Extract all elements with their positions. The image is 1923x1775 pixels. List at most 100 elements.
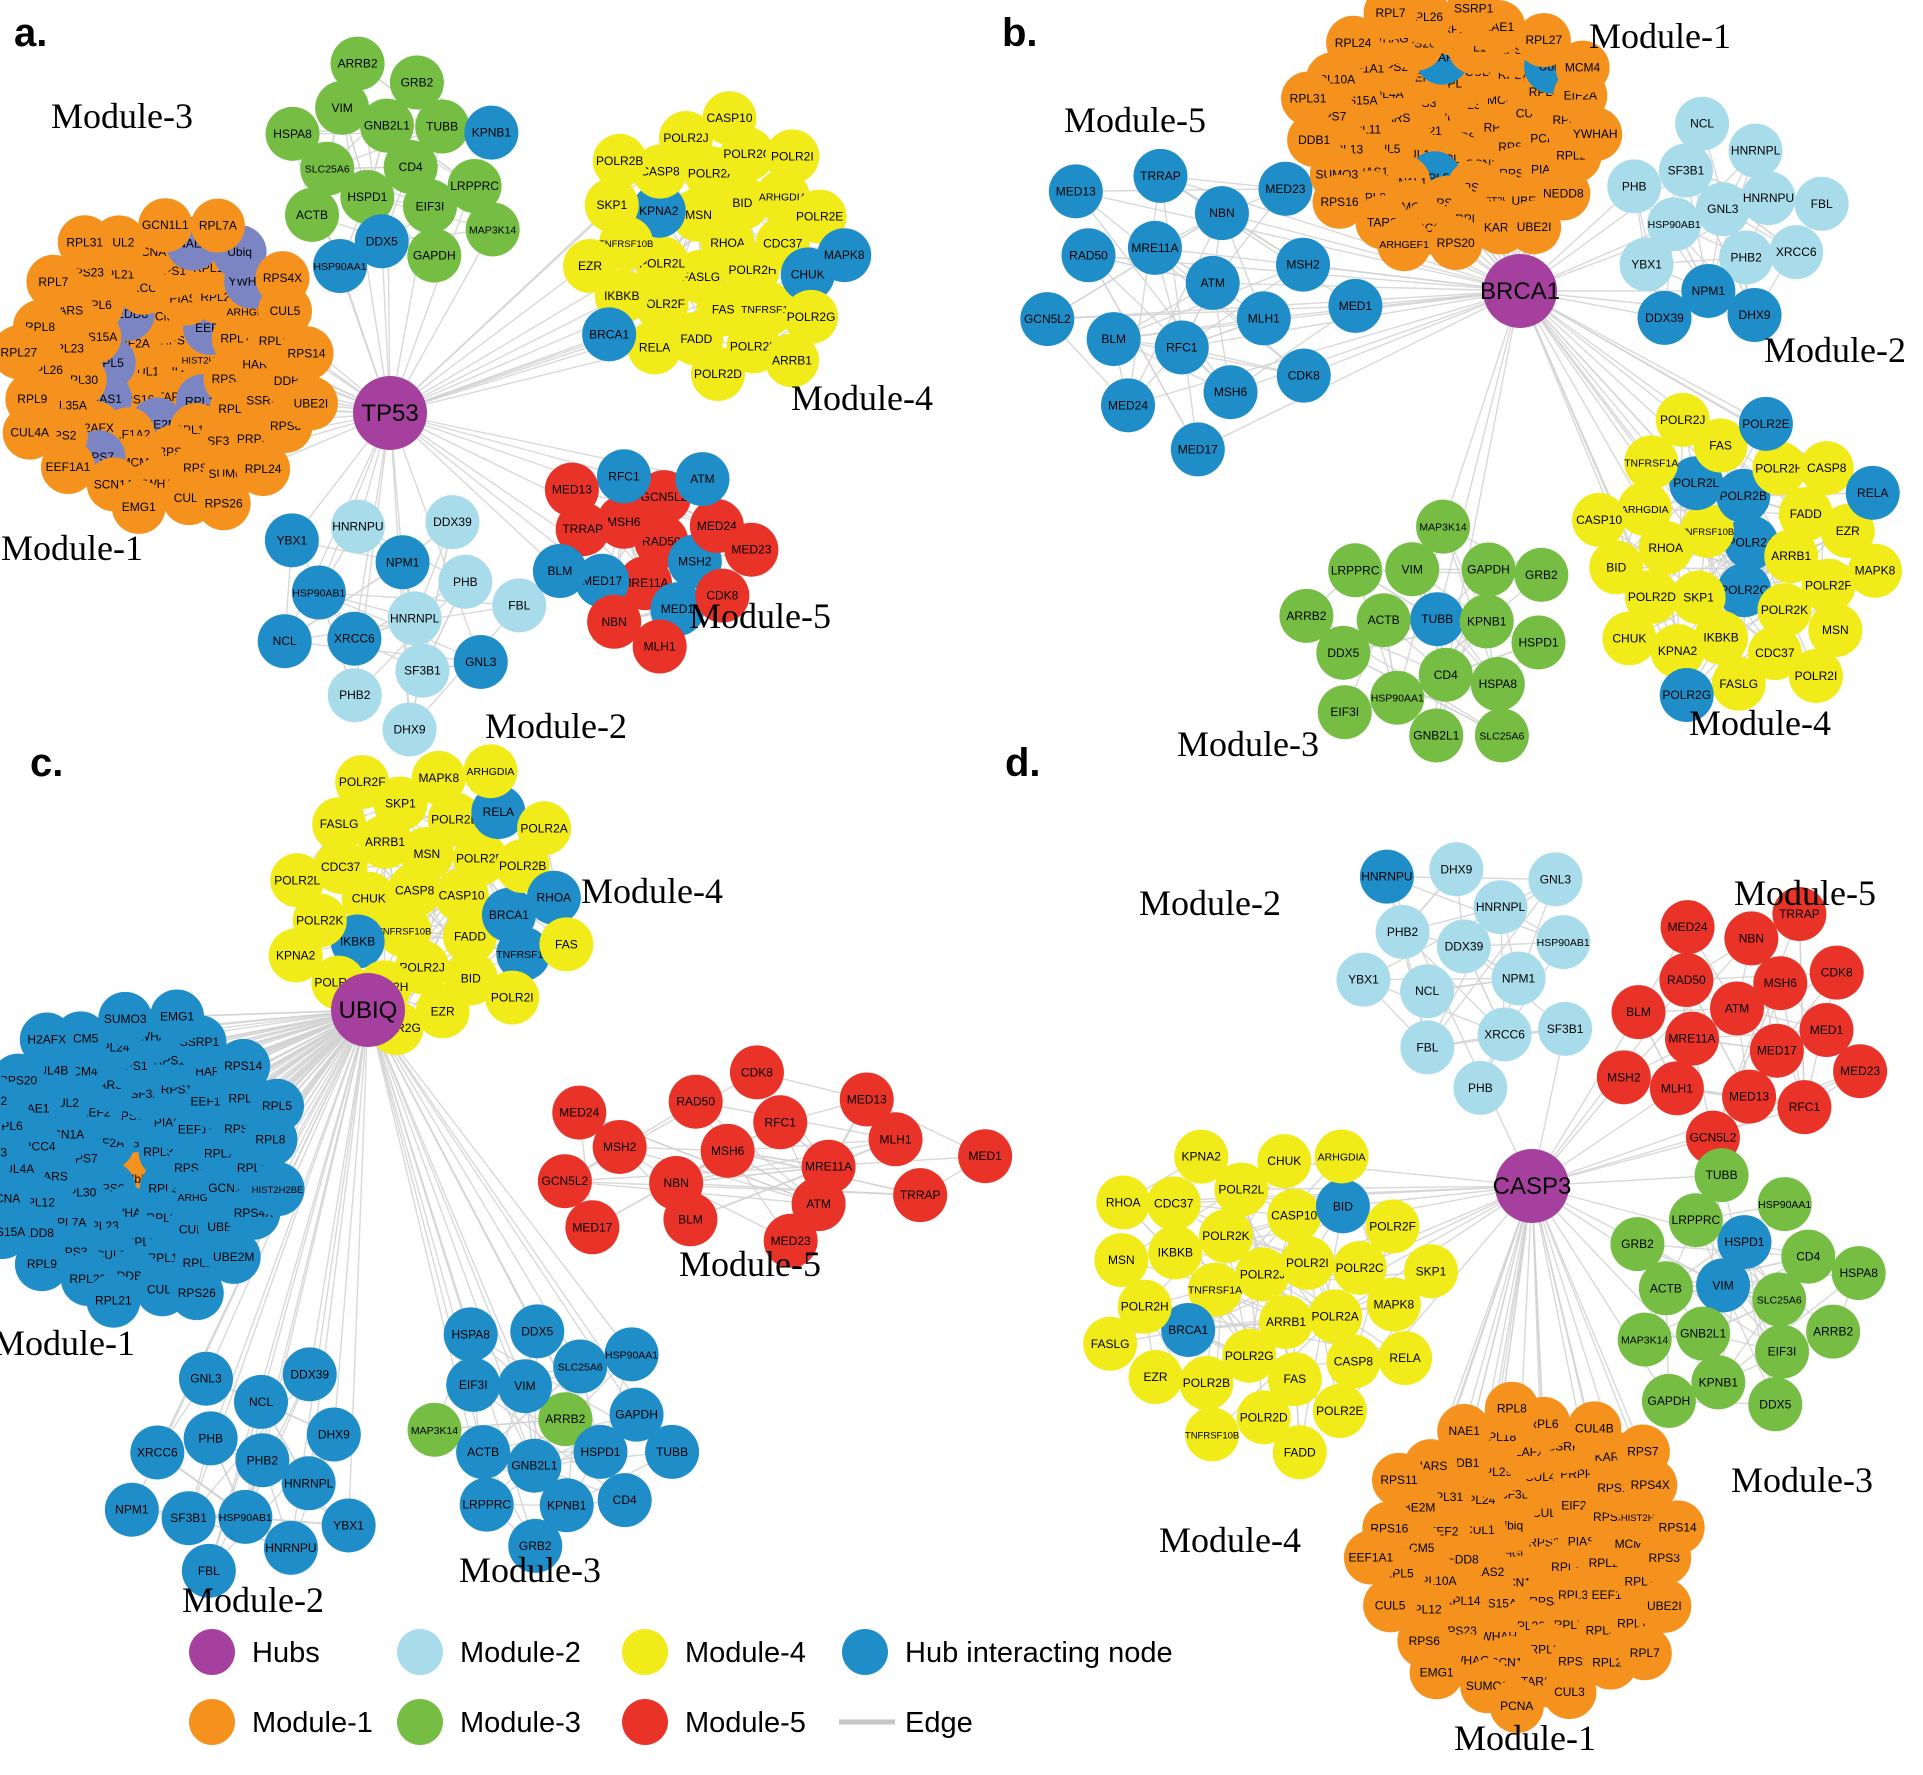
node-EIF3I[interactable] (446, 1357, 501, 1412)
node-POLR2C[interactable] (1332, 1240, 1387, 1295)
node-MED23[interactable] (724, 522, 779, 577)
node-MED1[interactable] (1799, 1003, 1854, 1058)
node-MED13[interactable] (544, 462, 599, 517)
node-UBE2I[interactable] (283, 376, 338, 431)
node-TRRAP[interactable] (1772, 887, 1827, 942)
node-HSP90AB1[interactable] (291, 565, 346, 620)
node-TRRAP[interactable] (893, 1168, 948, 1223)
node-SF3B1[interactable] (161, 1491, 216, 1546)
node-GRB2[interactable] (1610, 1217, 1665, 1272)
node-MLH1[interactable] (868, 1112, 923, 1167)
node-DDB1[interactable] (1287, 112, 1342, 167)
node-GNL3[interactable] (1528, 852, 1583, 907)
node-FBL[interactable] (1794, 176, 1849, 231)
node-BLM[interactable] (1611, 985, 1666, 1040)
node-CDC37[interactable] (1146, 1176, 1201, 1231)
node-POLR2D[interactable] (1624, 569, 1679, 624)
node-PHB[interactable] (1607, 159, 1662, 214)
node-MAP3K14[interactable] (407, 1402, 462, 1457)
node-NBN[interactable] (1194, 186, 1249, 241)
node-POLR2I[interactable] (1280, 1235, 1335, 1290)
node-MSH2[interactable] (1276, 237, 1331, 292)
node-MED17[interactable] (1170, 422, 1225, 477)
node-VIM[interactable] (1696, 1258, 1751, 1313)
node-RELA[interactable] (627, 320, 682, 375)
node-PHB2[interactable] (327, 668, 382, 723)
node-RPL31[interactable] (1281, 71, 1336, 126)
node-KPNB1[interactable] (1459, 594, 1514, 649)
node-POLR2F[interactable] (1801, 558, 1856, 613)
node-HSP90AB1[interactable] (1647, 197, 1702, 252)
node-CDK8[interactable] (729, 1045, 784, 1100)
hub-BRCA1[interactable] (1483, 254, 1557, 328)
node-POLR2B[interactable] (1179, 1355, 1234, 1410)
node-CHUK[interactable] (1602, 611, 1657, 666)
node-EZR[interactable] (1128, 1349, 1183, 1404)
node-PHB2[interactable] (235, 1433, 290, 1488)
node-FASLG[interactable] (1711, 656, 1766, 711)
node-NCL[interactable] (257, 614, 312, 669)
node-POLR2E[interactable] (1312, 1384, 1367, 1439)
node-PIAS2[interactable] (0, 1074, 18, 1128)
node-POLR2E[interactable] (792, 189, 847, 244)
node-HSPD1[interactable] (340, 169, 395, 224)
node-POLR2G[interactable] (1222, 1328, 1277, 1383)
node-EZR[interactable] (1820, 504, 1875, 559)
node-GNB2L1[interactable] (507, 1438, 562, 1493)
node-ARHGEF1[interactable] (1377, 217, 1432, 272)
node-IKBKB[interactable] (1148, 1225, 1203, 1280)
node-RELA[interactable] (1845, 465, 1900, 520)
node-KPNA2[interactable] (1650, 624, 1705, 679)
node-CD4[interactable] (1418, 647, 1473, 702)
node-HSP90AA1[interactable] (604, 1327, 659, 1382)
node-MED17[interactable] (1749, 1023, 1804, 1078)
node-BRCA1[interactable] (1161, 1302, 1216, 1357)
node-TUBB[interactable] (1694, 1148, 1749, 1203)
node-BLM[interactable] (1086, 312, 1141, 367)
node-ACTB[interactable] (1638, 1261, 1693, 1316)
node-ATM[interactable] (1709, 981, 1764, 1036)
node-PHB2[interactable] (1375, 904, 1430, 959)
node-RAD50[interactable] (668, 1074, 723, 1129)
node-UBE2I[interactable] (1637, 1578, 1692, 1633)
node-KPNA2[interactable] (268, 928, 323, 983)
node-NCL[interactable] (1675, 96, 1730, 151)
node-DDX39[interactable] (282, 1347, 337, 1402)
node-FADD[interactable] (1778, 487, 1833, 542)
node-MED17[interactable] (575, 553, 630, 608)
node-GCN5L2[interactable] (1020, 292, 1075, 347)
node-DDX39[interactable] (425, 495, 480, 550)
node-HSP90AA1[interactable] (313, 239, 368, 294)
node-RPS14[interactable] (1650, 1500, 1705, 1555)
node-RPS14[interactable] (216, 1038, 271, 1093)
node-FAS[interactable] (1693, 418, 1748, 473)
node-TUBB[interactable] (415, 99, 470, 154)
node-GAPDH[interactable] (1641, 1373, 1696, 1428)
node-MED23[interactable] (763, 1213, 818, 1268)
node-POLR2J[interactable] (1235, 1247, 1290, 1302)
node-RPL5[interactable] (250, 1078, 305, 1133)
node-SF3B1[interactable] (395, 643, 450, 698)
node-RFC1[interactable] (596, 449, 651, 504)
node-FADD[interactable] (1272, 1425, 1327, 1480)
node-POLR2B[interactable] (592, 133, 647, 188)
node-PCNA[interactable] (1489, 1679, 1544, 1734)
node-POLR2D[interactable] (453, 831, 508, 886)
node-POLR2J[interactable] (1655, 392, 1710, 447)
node-RPL27[interactable] (1516, 13, 1571, 68)
node-MSH6[interactable] (1203, 365, 1258, 420)
node-GNL3[interactable] (453, 634, 508, 689)
node-RFC1[interactable] (753, 1095, 808, 1150)
node-CASP10[interactable] (702, 91, 757, 146)
node-PHB2[interactable] (1719, 230, 1774, 285)
node-MCM4[interactable] (1555, 40, 1610, 95)
node-LRPPRC[interactable] (1668, 1193, 1723, 1248)
node-NPM1[interactable] (1681, 263, 1736, 318)
node-HSP90AB1[interactable] (218, 1489, 273, 1544)
node-SKP1[interactable] (584, 178, 639, 233)
hub-UBIQ[interactable] (331, 973, 405, 1047)
node-GNL3[interactable] (178, 1351, 233, 1406)
node-MED24[interactable] (1660, 900, 1715, 955)
node-CASP8[interactable] (1799, 441, 1854, 496)
node-POLR2G[interactable] (1659, 668, 1714, 723)
